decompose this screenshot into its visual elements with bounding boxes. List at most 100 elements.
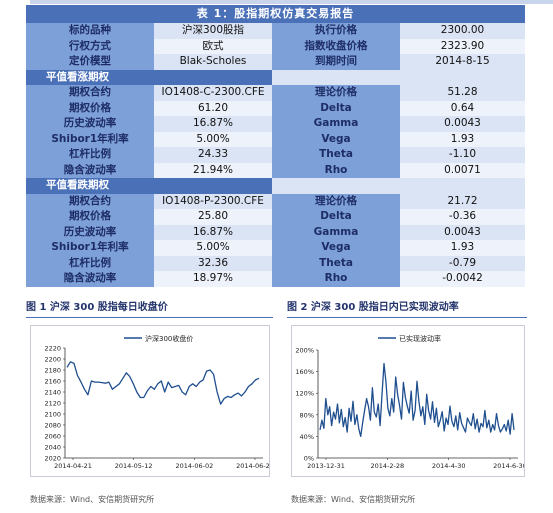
y-tick-label: 2140 [44, 389, 61, 397]
x-tick-label: 2014-06-23 [236, 462, 269, 470]
row-label: Vega [272, 240, 400, 256]
y-tick-label: 2180 [44, 367, 61, 375]
report-row: 标的品种 沪深300股指 执行价格 2300.00 [26, 23, 525, 39]
row-value: 61.20 [154, 100, 272, 116]
y-tick-label: 2160 [44, 378, 61, 386]
row-label: Gamma [272, 224, 400, 240]
top-decor-strip [0, 0, 553, 4]
row-label: Shibor1年利率 [26, 131, 154, 147]
top-strip-left [0, 0, 30, 4]
y-tick-label: 40% [300, 433, 314, 441]
row-label: Delta [272, 100, 400, 116]
y-tick-label: 2020 [44, 455, 61, 463]
figure-1-title: 图 1 沪深 300 股指每日收盘价 [26, 302, 273, 318]
y-tick-label: 160% [295, 368, 314, 376]
row-label: 期权价格 [26, 100, 154, 116]
y-tick-label: 2060 [44, 433, 61, 441]
row-value: 1.93 [400, 240, 525, 256]
row-value: 5.00% [154, 131, 272, 147]
y-tick-label: 2080 [44, 422, 61, 430]
row-label: Theta [272, 255, 400, 271]
close-price-chart: 沪深300收盘价 2220 2200 2180 2160 2140 2120 2100 2080… [44, 334, 273, 470]
report-row: 隐含波动率 18.97% Rho -0.0042 [26, 271, 525, 287]
row-value: 0.0071 [400, 162, 525, 178]
row-value: 0.64 [400, 100, 525, 116]
row-label: 理论价格 [272, 85, 400, 101]
chart-legend: 沪深300收盘价 [124, 334, 193, 343]
row-value: 2323.90 [400, 38, 525, 54]
section-title: 平值看跌期权 [26, 178, 272, 194]
row-label: 指数收盘价格 [272, 38, 400, 54]
section-blank [272, 178, 525, 194]
report-title: 表 1：股指期权仿真交易报告 [26, 5, 525, 23]
section-title: 平值看涨期权 [26, 69, 272, 85]
series-line [319, 362, 515, 438]
row-label: 杠杆比例 [26, 147, 154, 163]
y-tick-label: 2120 [44, 400, 61, 408]
x-tick-label: 2014-2-28 [371, 462, 405, 470]
row-label: 杠杆比例 [26, 255, 154, 271]
report-row: 期权合约 IO1408-C-2300.CFE 理论价格 51.28 [26, 85, 525, 101]
report-row: 定价模型 Blak-Scholes 到期时间 2014-8-15 [26, 54, 525, 70]
row-label: 历史波动率 [26, 116, 154, 132]
row-label: 历史波动率 [26, 224, 154, 240]
row-value: 5.00% [154, 240, 272, 256]
report-row: Shibor1年利率 5.00% Vega 1.93 [26, 240, 525, 256]
row-value: 32.36 [154, 255, 272, 271]
row-label: 隐含波动率 [26, 162, 154, 178]
y-tick-label: 2220 [44, 345, 61, 353]
row-label: 隐含波动率 [26, 271, 154, 287]
row-value: 21.94% [154, 162, 272, 178]
row-value: IO1408-C-2300.CFE [154, 85, 272, 101]
chart-legend: 已实现波动率 [378, 334, 441, 343]
y-tick-label: 2040 [44, 444, 61, 452]
x-tick-label: 2013-12-31 [307, 462, 345, 470]
report-row: 隐含波动率 21.94% Rho 0.0071 [26, 162, 525, 178]
section-header: 平值看涨期权 [26, 69, 525, 85]
row-value: IO1408-P-2300.CFE [154, 193, 272, 209]
row-label: 期权合约 [26, 85, 154, 101]
section-blank [272, 69, 525, 85]
y-tick-label: 80% [300, 411, 314, 419]
y-tick-label: 2200 [44, 356, 61, 364]
row-value: 16.87% [154, 224, 272, 240]
y-tick-label: 120% [295, 390, 314, 398]
row-label: Delta [272, 209, 400, 225]
row-value: 21.72 [400, 193, 525, 209]
x-tick-label: 2014-05-12 [115, 462, 153, 470]
row-value: 2300.00 [400, 23, 525, 39]
report-row: 期权价格 25.80 Delta -0.36 [26, 209, 525, 225]
option-report: 表 1：股指期权仿真交易报告 标的品种 沪深300股指 执行价格 2300.00 行权方… [26, 5, 525, 287]
x-tick-label: 2014-04-21 [54, 462, 92, 470]
row-value: 1.93 [400, 131, 525, 147]
row-value: 18.97% [154, 271, 272, 287]
y-tick-label: 200% [295, 347, 314, 355]
row-value: -0.36 [400, 209, 525, 225]
legend-label: 已实现波动率 [399, 334, 441, 343]
row-value: -0.79 [400, 255, 525, 271]
row-label: Vega [272, 131, 400, 147]
row-value: 24.33 [154, 147, 272, 163]
row-value: -0.0042 [400, 271, 525, 287]
row-label: 理论价格 [272, 193, 400, 209]
report-row: 杠杆比例 24.33 Theta -1.10 [26, 147, 525, 163]
row-value: 16.87% [154, 116, 272, 132]
figure-2-chart-box: 已实现波动率 200% 160% 120% 80% 40% 0% 2013-12-31 2014… [291, 325, 527, 477]
row-value: 0.0043 [400, 116, 525, 132]
report-row: 历史波动率 16.87% Gamma 0.0043 [26, 116, 525, 132]
x-tick-label: 2014-4-30 [432, 462, 466, 470]
series-line [66, 361, 260, 405]
row-label: 定价模型 [26, 54, 154, 70]
section-header: 平值看跌期权 [26, 178, 525, 194]
row-value: 0.0043 [400, 224, 525, 240]
row-label: Rho [272, 162, 400, 178]
legend-label: 沪深300收盘价 [145, 334, 193, 343]
x-tick-label: 2014-6-30 [493, 462, 524, 470]
row-value: 欧式 [154, 38, 272, 54]
row-label: 执行价格 [272, 23, 400, 39]
row-label: Rho [272, 271, 400, 287]
row-value: -1.10 [400, 147, 525, 163]
row-label: 期权合约 [26, 193, 154, 209]
row-value: Blak-Scholes [154, 54, 272, 70]
figure-1-chart-box: 沪深300收盘价 2220 2200 2180 2160 2140 2120 2100 2080… [30, 325, 274, 477]
